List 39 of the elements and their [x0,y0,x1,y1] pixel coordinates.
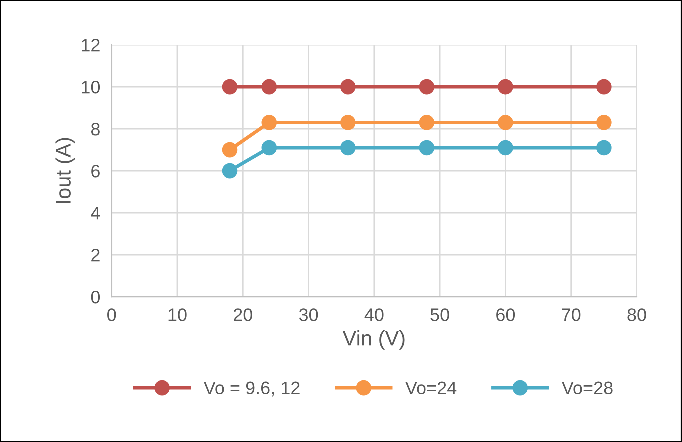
x-tick-label: 10 [168,308,187,322]
point [340,115,356,130]
point [596,79,612,95]
point [419,140,435,156]
point [222,142,238,158]
point [419,79,435,95]
x-tick-label: 70 [562,308,581,322]
point [498,140,514,156]
point [596,115,612,130]
point [498,79,514,95]
point [498,115,514,130]
y-tick-label: 2 [92,248,100,262]
legend-label: Vo = 9.6, 12 [204,382,300,397]
point [419,115,435,130]
x-tick-label: 0 [108,308,116,322]
legend-label: Vo=28 [562,382,613,395]
y-tick-label: 6 [92,164,100,178]
x-tick-label: 50 [430,308,450,322]
point [596,140,612,156]
point [262,79,278,95]
legend-label: Vo=24 [406,382,457,395]
point [222,79,238,95]
y-tick-label: 8 [91,123,100,136]
x-tick-label: 80 [628,308,646,322]
x-tick-label: 30 [299,308,318,322]
point [262,115,278,130]
y-tick-label: 12 [82,39,100,52]
point [262,140,278,156]
x-axis-title: Vin (V) [342,330,405,350]
y-tick-label: 0 [91,290,100,304]
x-tick-label: 20 [234,308,252,322]
x-tick-label: 40 [364,308,384,322]
y-axis-title: Iout (A) [56,138,76,204]
x-tick-label: 60 [496,308,516,322]
y-tick-label: 4 [91,207,100,220]
point [222,163,238,179]
point [340,79,356,95]
point [340,140,356,156]
y-tick-label: 10 [82,81,100,94]
